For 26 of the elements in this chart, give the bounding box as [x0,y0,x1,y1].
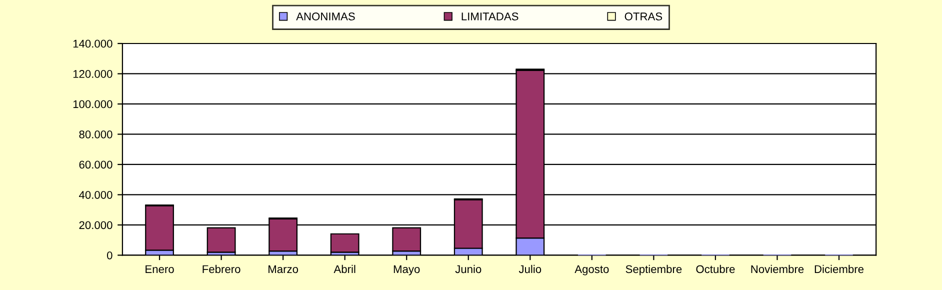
y-tick-label: 120.000 [73,70,112,78]
y-tick-label: 140.000 [73,40,112,48]
legend-label: LIMITADAS [462,12,518,20]
x-tick-label: Noviembre [751,264,804,274]
y-tick-label: 40.000 [79,190,112,199]
x-tick-label: Febrero [202,264,240,274]
x-tick-label: Mayo [394,265,420,276]
x-tick-label: Julio [518,264,542,274]
y-tick-label: 100.000 [73,100,112,108]
y-tick-label: 20.000 [79,221,112,230]
x-tick-label: Abril [334,264,356,274]
y-tick-label: 0 [106,251,112,260]
bar [330,233,360,253]
legend-label: OTRAS [624,12,662,20]
x-tick-label: Junio [455,264,482,274]
bar [206,227,236,253]
y-tick-label: 60.000 [79,160,112,169]
bar [392,227,422,252]
x-tick-label: Enero [146,265,174,274]
y-tick-label: 80.000 [79,130,112,138]
x-tick-label: Marzo [268,265,298,274]
x-tick-label: Diciembre [814,264,864,274]
x-tick-label: Agosto [574,265,609,276]
x-tick-label: Septiembre [626,264,682,276]
x-tick-label: Octubre [696,264,735,274]
legend-label: ANONIMAS [296,12,355,20]
